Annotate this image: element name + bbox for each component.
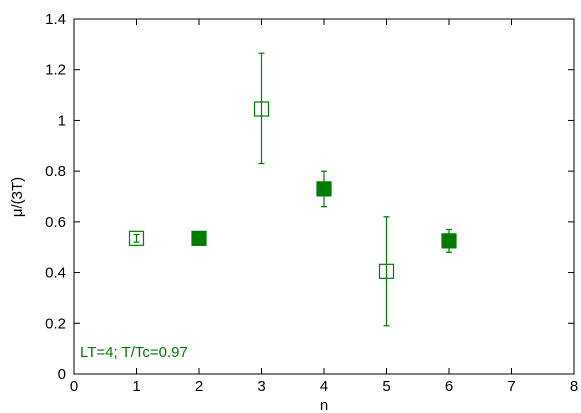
- filled-square-marker: [441, 233, 457, 249]
- data-point: [128, 230, 145, 246]
- x-tick-label: 4: [320, 378, 328, 395]
- x-tick-label: 5: [382, 378, 390, 395]
- y-tick-label: 0.6: [45, 214, 66, 231]
- x-tick-label: 6: [445, 378, 453, 395]
- data-point: [316, 170, 332, 208]
- data-point: [378, 216, 395, 327]
- x-tick-label: 0: [70, 378, 78, 395]
- data-point: [191, 230, 207, 246]
- y-tick-label: 1: [58, 112, 66, 129]
- x-tick-label: 1: [132, 378, 140, 395]
- data-marks: [128, 52, 457, 327]
- data-point: [253, 52, 270, 165]
- y-tick-label: 0: [58, 366, 66, 383]
- y-tick-label: 1.2: [45, 62, 66, 79]
- y-tick-label: 0.2: [45, 315, 66, 332]
- filled-square-marker: [316, 181, 332, 197]
- filled-square-marker: [191, 230, 207, 246]
- y-tick-label: 0.8: [45, 163, 66, 180]
- y-tick-label: 0.4: [45, 265, 66, 282]
- x-tick-label: 7: [507, 378, 515, 395]
- chart-annotation: LT=4; T/Tc=0.97: [80, 344, 188, 361]
- axis-ticks: [73, 18, 575, 375]
- open-square-marker: [378, 263, 395, 279]
- data-point: [441, 228, 457, 253]
- open-square-marker: [128, 230, 145, 246]
- x-tick-label: 8: [570, 378, 578, 395]
- tick-labels: 0 1 2 3 4 5 6 7 8 0 0.2 0.4 0.6 0.8 1 1.2 1.4: [45, 11, 578, 395]
- y-tick-label: 1.4: [45, 11, 66, 28]
- x-tick-label: 2: [195, 378, 203, 395]
- open-square-marker: [253, 101, 270, 117]
- y-axis-label: μ/(3T): [9, 177, 26, 217]
- x-axis-label: n: [320, 397, 328, 413]
- x-tick-label: 3: [257, 378, 265, 395]
